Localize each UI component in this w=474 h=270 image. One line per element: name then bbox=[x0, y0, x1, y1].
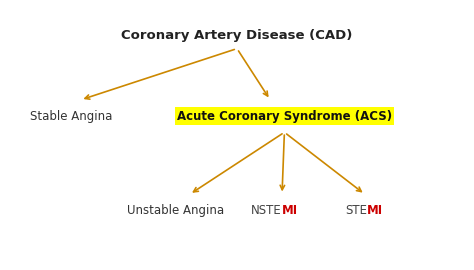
Text: Coronary Artery Disease (CAD): Coronary Artery Disease (CAD) bbox=[121, 29, 353, 42]
Text: STE: STE bbox=[346, 204, 367, 217]
Text: Unstable Angina: Unstable Angina bbox=[127, 204, 224, 217]
Text: MI: MI bbox=[367, 204, 383, 217]
Text: Stable Angina: Stable Angina bbox=[30, 110, 112, 123]
Text: MI: MI bbox=[282, 204, 298, 217]
Text: NSTE: NSTE bbox=[251, 204, 282, 217]
Text: Acute Coronary Syndrome (ACS): Acute Coronary Syndrome (ACS) bbox=[177, 110, 392, 123]
